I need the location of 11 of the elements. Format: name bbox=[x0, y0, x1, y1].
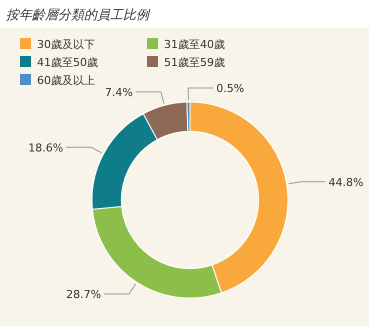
legend-label: 41歲至50歲 bbox=[37, 56, 98, 69]
data-label: 18.6% bbox=[28, 141, 64, 154]
data-label: 0.5% bbox=[216, 82, 244, 96]
data-label: 44.8% bbox=[328, 176, 364, 189]
legend-label: 51歲至59歲 bbox=[164, 56, 225, 69]
data-label: 7.4% bbox=[104, 86, 133, 99]
data-label: 28.7% bbox=[66, 288, 102, 301]
chart-title: 按年齡層分類的員工比例 bbox=[6, 8, 151, 23]
legend-label: 60歲及以上 bbox=[37, 74, 95, 87]
legend-label: 30歲及以下 bbox=[37, 38, 95, 51]
legend-label: 31歲至40歲 bbox=[164, 38, 225, 51]
